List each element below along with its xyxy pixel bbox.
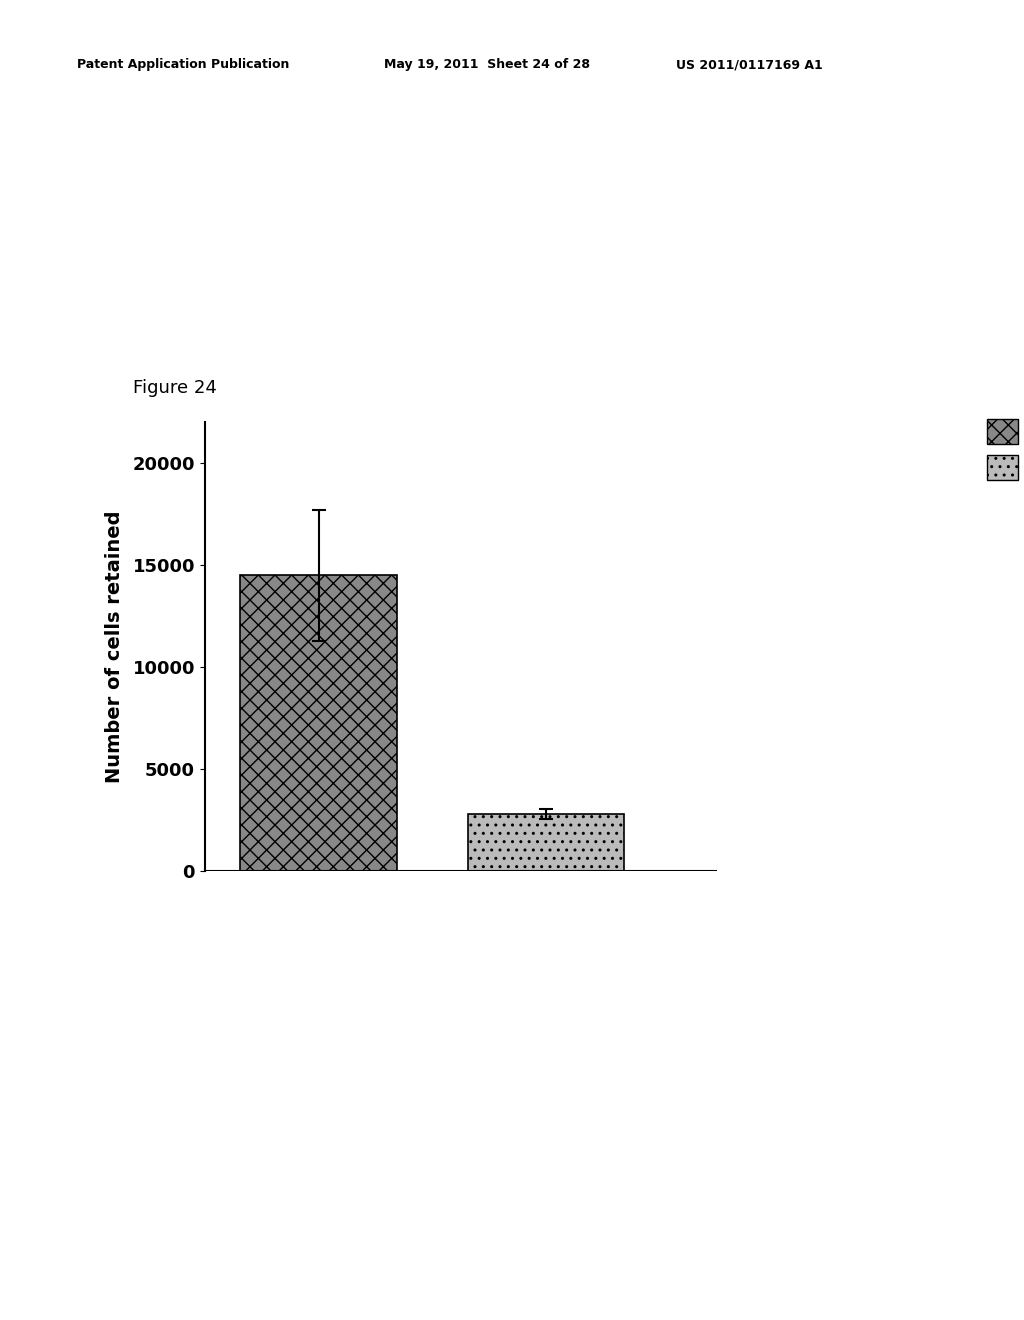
Text: Figure 24: Figure 24 xyxy=(133,379,217,397)
Text: Patent Application Publication: Patent Application Publication xyxy=(77,58,289,71)
Bar xyxy=(468,814,625,871)
Bar xyxy=(241,576,396,871)
Text: May 19, 2011  Sheet 24 of 28: May 19, 2011 Sheet 24 of 28 xyxy=(384,58,590,71)
Y-axis label: Number of cells retained: Number of cells retained xyxy=(105,511,124,783)
Legend: Collagen-peptide, Collagen: Collagen-peptide, Collagen xyxy=(978,411,1024,488)
Text: US 2011/0117169 A1: US 2011/0117169 A1 xyxy=(676,58,822,71)
